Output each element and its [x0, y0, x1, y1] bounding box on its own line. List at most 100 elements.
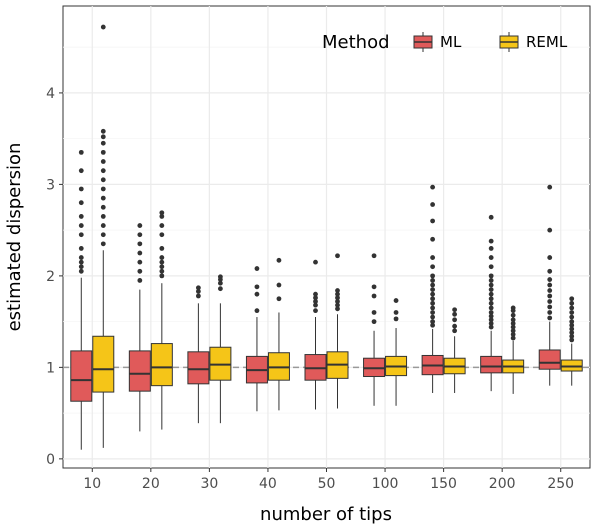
outlier-point [510, 305, 516, 311]
outlier-point [217, 274, 223, 280]
box-reml-30 [209, 274, 232, 424]
outlier-point [393, 298, 399, 303]
outlier-point [371, 293, 377, 299]
outlier-point [313, 295, 318, 301]
outlier-point [547, 315, 553, 321]
outlier-point [430, 305, 436, 311]
outlier-point [488, 313, 494, 319]
outlier-point [547, 293, 553, 299]
box-ml-250 [538, 184, 561, 386]
outlier-point [430, 236, 436, 242]
outlier-point [195, 289, 201, 294]
outlier-point [430, 273, 436, 279]
outlier-point [335, 306, 340, 312]
outlier-point [488, 310, 494, 315]
outlier-point [78, 255, 84, 260]
outlier-point [137, 232, 143, 238]
outlier-point [100, 195, 106, 201]
legend-item-label: REML [526, 33, 568, 51]
outlier-point [488, 324, 494, 330]
outlier-point [137, 259, 143, 265]
outlier-point [430, 287, 436, 293]
outlier-point [78, 264, 84, 270]
outlier-point [430, 310, 436, 315]
outlier-point [78, 232, 84, 238]
outlier-point [371, 319, 377, 325]
outlier-point [510, 321, 516, 326]
outlier-point [217, 280, 223, 286]
outlier-point [159, 232, 165, 238]
outlier-point [488, 214, 494, 220]
box-reml-20 [150, 210, 173, 430]
outlier-point [488, 317, 494, 323]
x-tick-label: 10 [83, 476, 101, 492]
outlier-point [569, 300, 575, 306]
x-tick-label: 200 [489, 476, 516, 492]
legend-title: Method [322, 32, 390, 53]
outlier-point [393, 310, 399, 315]
outlier-point [452, 307, 458, 313]
outlier-point [100, 128, 106, 134]
outlier-point [159, 223, 165, 228]
outlier-point [100, 24, 106, 30]
outlier-point [569, 333, 575, 339]
outlier-point [569, 310, 575, 315]
box-ml-100 [363, 253, 386, 406]
outlier-point [510, 324, 516, 330]
outlier-point [335, 299, 340, 304]
outlier-point [100, 204, 106, 210]
outlier-point [430, 282, 436, 288]
y-tick-label: 0 [46, 452, 55, 468]
outlier-point [100, 159, 106, 164]
x-tick-label: 100 [372, 476, 399, 492]
outlier-point [100, 168, 106, 174]
outlier-point [510, 332, 516, 337]
outlier-point [195, 285, 201, 291]
outlier-point [313, 259, 318, 265]
outlier-point [78, 214, 84, 219]
legend-item-label: ML [440, 33, 462, 51]
y-tick-label: 2 [46, 269, 55, 285]
outlier-point [547, 184, 553, 190]
outlier-point [100, 241, 106, 247]
outlier-point [488, 287, 494, 293]
outlier-point [159, 273, 165, 279]
x-tick-label: 40 [259, 476, 277, 492]
outlier-point [488, 282, 494, 288]
outlier-point [254, 266, 260, 271]
outlier-point [569, 305, 575, 311]
outlier-point [569, 319, 575, 325]
outlier-point [547, 255, 553, 260]
outlier-point [313, 308, 318, 314]
outlier-point [488, 264, 494, 270]
y-tick-label: 4 [46, 86, 55, 102]
outlier-point [137, 250, 143, 256]
outlier-point [547, 310, 553, 315]
outlier-point [137, 223, 143, 228]
outlier-point [159, 259, 165, 265]
outlier-point [100, 186, 106, 192]
x-tick-label: 250 [547, 476, 574, 492]
outlier-point [452, 311, 458, 317]
outlier-point [430, 264, 436, 270]
box-ml-20 [128, 223, 151, 432]
outlier-point [254, 284, 260, 290]
outlier-point [488, 296, 494, 302]
outlier-point [137, 268, 143, 274]
box-body [128, 350, 151, 392]
outlier-point [569, 330, 575, 336]
outlier-point [137, 241, 143, 247]
outlier-point [393, 316, 399, 322]
y-axis-title: estimated dispersion [4, 143, 25, 332]
box-reml-10 [92, 24, 115, 448]
outlier-point [488, 300, 494, 306]
outlier-point [276, 282, 282, 288]
outlier-point [488, 255, 494, 260]
outlier-point [452, 323, 458, 329]
outlier-point [547, 268, 553, 274]
x-tick-label: 150 [430, 476, 457, 492]
outlier-point [313, 291, 318, 297]
legend-items: ML REML [413, 32, 568, 52]
y-tick-label: 1 [46, 360, 55, 376]
